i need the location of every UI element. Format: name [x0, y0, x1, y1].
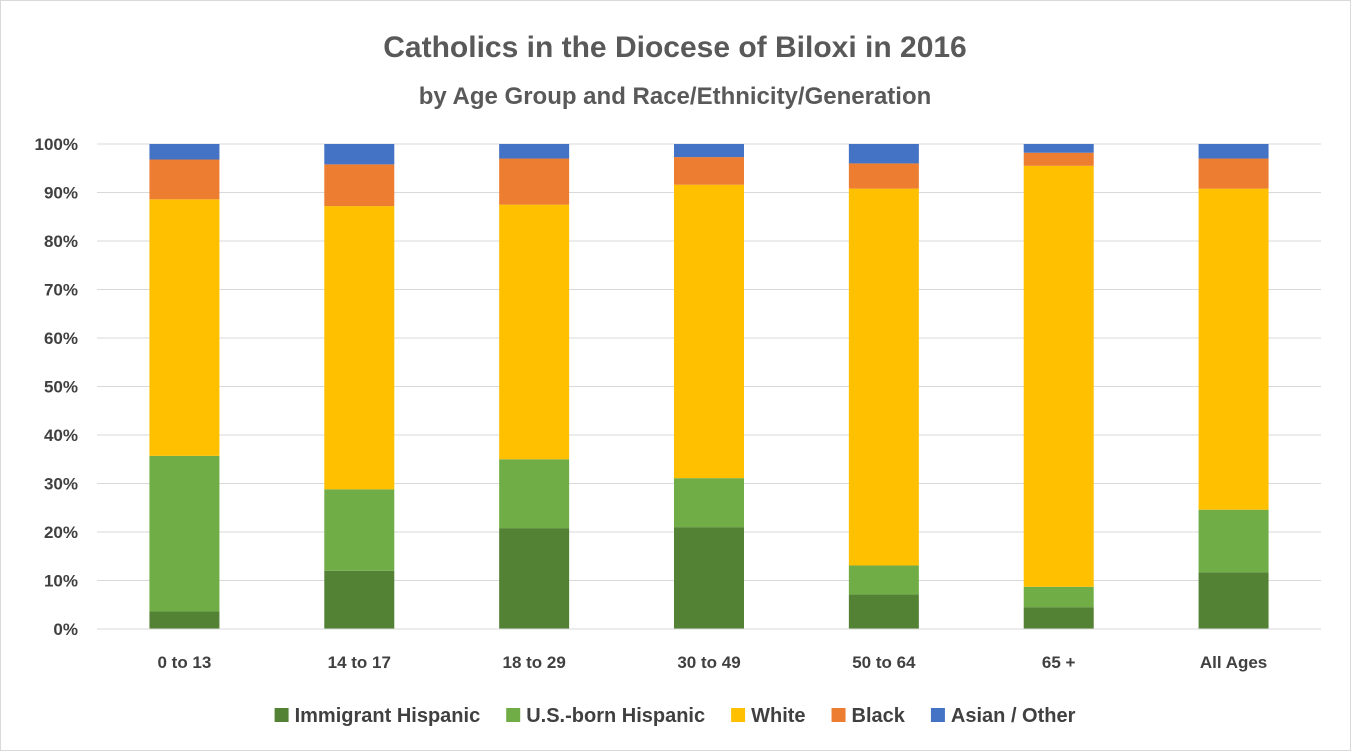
y-tick-label: 0%	[53, 620, 78, 639]
bar-segment-black	[149, 159, 220, 200]
legend-label: Asian / Other	[951, 705, 1076, 727]
bar-segment-black	[674, 157, 744, 185]
y-axis: 0% 10% 20% 30% 40% 50% 60% 70% 80% 90% 100%	[35, 135, 78, 639]
x-tick-label: 50 to 64	[852, 653, 916, 672]
x-tick-label: 14 to 17	[328, 653, 391, 672]
bar-segment-immigrant-hispanic	[848, 594, 919, 629]
bar-segment-u-s-born-hispanic	[324, 489, 395, 571]
bar-segment-black	[499, 158, 570, 205]
legend-label: White	[751, 705, 805, 727]
legend-item: White	[731, 705, 806, 727]
chart-subtitle: by Age Group and Race/Ethnicity/Generati…	[419, 83, 932, 110]
x-tick-label: 18 to 29	[502, 653, 565, 672]
bar-segment-u-s-born-hispanic	[848, 565, 919, 595]
legend-swatch	[930, 708, 945, 722]
bar-segment-immigrant-hispanic	[499, 528, 570, 629]
bar-segment-immigrant-hispanic	[674, 527, 744, 629]
legend-swatch	[731, 708, 746, 722]
chart-title: Catholics in the Diocese of Biloxi in 20…	[383, 31, 967, 64]
legend-swatch	[831, 708, 846, 722]
legend-label: Black	[852, 705, 906, 727]
x-axis: 0 to 13 14 to 17 18 to 29 30 to 49 50 to 64 6…	[97, 628, 1321, 672]
legend-item: Asian / Other	[930, 705, 1076, 727]
y-tick-label: 80%	[44, 232, 78, 251]
y-tick-label: 30%	[44, 475, 78, 494]
bar-segment-u-s-born-hispanic	[674, 478, 744, 528]
bar-segment-black	[324, 164, 395, 207]
x-tick-label: All Ages	[1200, 653, 1267, 672]
bar-segment-immigrant-hispanic	[149, 611, 220, 629]
legend-item: U.S.-born Hispanic	[506, 705, 705, 727]
legend-label: Immigrant Hispanic	[295, 705, 481, 727]
bar-segment-u-s-born-hispanic	[149, 455, 220, 612]
bar-segment-white	[149, 199, 220, 456]
bar-segment-u-s-born-hispanic	[1198, 509, 1269, 573]
y-tick-label: 50%	[44, 378, 78, 397]
y-tick-label: 60%	[44, 329, 78, 348]
x-tick-label: 65 +	[1042, 653, 1076, 672]
bar-segment-u-s-born-hispanic	[1023, 586, 1094, 608]
bar-segment-immigrant-hispanic	[324, 570, 395, 629]
y-tick-label: 40%	[44, 426, 78, 445]
bar-segment-black	[1198, 158, 1269, 189]
bar-segment-asian-other	[1198, 144, 1269, 159]
bar-segment-white	[1198, 188, 1269, 510]
bar-segment-white	[848, 188, 919, 566]
bar-segment-immigrant-hispanic	[1023, 607, 1094, 629]
y-tick-label: 10%	[44, 572, 78, 591]
legend-swatch	[506, 708, 521, 722]
legend: Immigrant Hispanic U.S.-born Hispanic Whit…	[274, 705, 1076, 727]
bar-segment-u-s-born-hispanic	[499, 459, 570, 529]
bar-segment-white	[674, 184, 744, 479]
x-tick-label: 0 to 13	[157, 653, 211, 672]
bar-segment-white	[499, 204, 570, 460]
y-tick-label: 100%	[35, 135, 78, 154]
bar-segment-immigrant-hispanic	[1198, 572, 1269, 629]
bar-segment-asian-other	[848, 144, 919, 164]
bar-segment-asian-other	[149, 144, 220, 160]
x-tick-label: 30 to 49	[677, 653, 740, 672]
legend-item: Immigrant Hispanic	[274, 705, 481, 727]
legend-label: U.S.-born Hispanic	[526, 705, 705, 727]
bar-segment-white	[1023, 165, 1094, 587]
y-tick-label: 20%	[44, 523, 78, 542]
bars	[149, 144, 1269, 629]
y-tick-label: 70%	[44, 281, 78, 300]
bar-segment-asian-other	[1023, 144, 1094, 153]
legend-item: Black	[831, 705, 906, 727]
bar-segment-white	[324, 206, 395, 490]
bar-segment-asian-other	[674, 144, 744, 158]
legend-swatch	[274, 708, 289, 722]
bar-segment-asian-other	[499, 144, 570, 159]
y-tick-label: 90%	[44, 184, 78, 203]
bar-segment-black	[848, 163, 919, 189]
bar-segment-asian-other	[324, 144, 395, 165]
bar-segment-black	[1023, 152, 1094, 166]
